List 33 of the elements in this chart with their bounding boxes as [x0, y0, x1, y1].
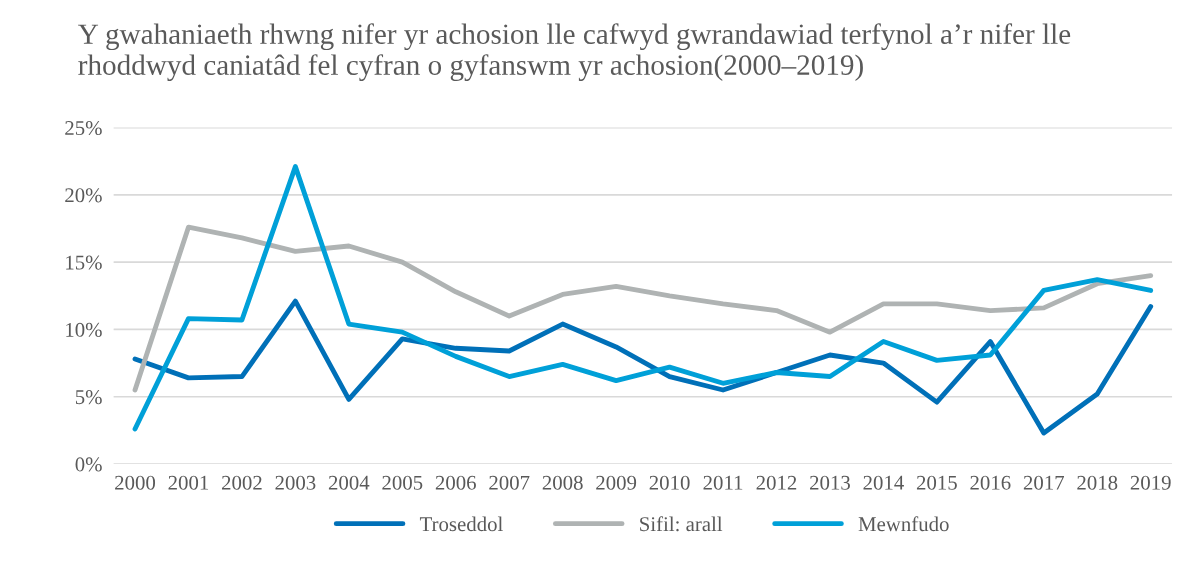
y-tick-label: 25% [65, 120, 102, 136]
x-tick-label: 2018 [1077, 475, 1118, 490]
x-tick-label: 2010 [649, 475, 690, 490]
x-tick-label: 2013 [810, 475, 850, 490]
line-series [132, 298, 1154, 436]
x-tick-label: 2011 [703, 475, 743, 490]
legend-label: Troseddol [419, 516, 503, 532]
x-tick-label: 2007 [489, 475, 530, 490]
x-tick-label: 2012 [756, 475, 797, 490]
x-tick-label: 2002 [222, 475, 262, 490]
line-series [132, 164, 1154, 432]
legend-label: Mewnfudo [858, 516, 949, 532]
x-tick-label: 2004 [328, 475, 370, 490]
x-tick-label: 2014 [863, 475, 904, 490]
y-tick-label: 10% [66, 322, 102, 337]
x-tick-label: 2017 [1023, 475, 1065, 490]
y-tick-label: 0% [75, 457, 102, 472]
y-tick-label: 20% [65, 188, 102, 203]
x-tick-label: 2009 [596, 475, 637, 490]
x-tick-label: 2000 [115, 475, 156, 490]
x-tick-label: 2019 [1130, 475, 1171, 490]
y-tick-label: 15% [66, 255, 102, 270]
x-tick-label: 2016 [970, 475, 1011, 490]
x-tick-label: 2006 [435, 475, 476, 490]
legend-label: Sifil: arall [640, 516, 723, 532]
x-tick-label: 2005 [382, 475, 423, 490]
chart-title: Y gwahaniaeth rhwng nifer yr achosion lle cafwyd gwrandawiad terfynol a’r nifer lle rhoddwyd caniatâd fel cyfran o gyfanswm yr achosion(2000–2019) [78, 23, 1071, 81]
x-tick-label: 2001 [168, 475, 209, 490]
x-tick-label: 2008 [542, 475, 583, 490]
line-series [132, 224, 1154, 393]
x-tick-label: 2003 [275, 475, 316, 490]
y-tick-label: 5% [75, 390, 102, 405]
x-tick-label: 2015 [916, 475, 957, 490]
